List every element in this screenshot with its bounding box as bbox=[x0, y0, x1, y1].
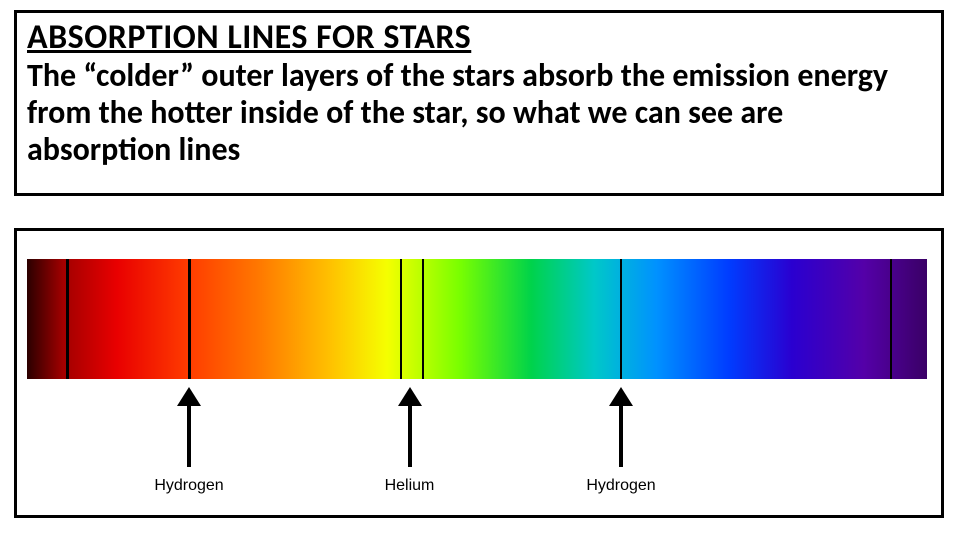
arrow-head-icon bbox=[177, 387, 201, 406]
absorption-line bbox=[400, 259, 402, 379]
arrow-shaft bbox=[187, 405, 191, 467]
spectrum-band bbox=[27, 259, 927, 379]
text-box: ABSORPTION LINES FOR STARS The “colder” … bbox=[14, 10, 944, 196]
element-label: Hydrogen bbox=[571, 477, 671, 495]
slide-body: The “colder” outer layers of the stars a… bbox=[27, 58, 931, 168]
absorption-line bbox=[66, 259, 69, 379]
absorption-line bbox=[422, 259, 424, 379]
element-label: Hydrogen bbox=[139, 477, 239, 495]
absorption-line bbox=[890, 259, 892, 379]
spectrum-container: Hydrogen Helium Hydrogen bbox=[14, 228, 944, 518]
arrow-head-icon bbox=[609, 387, 633, 406]
arrow-shaft bbox=[619, 405, 623, 467]
absorption-line bbox=[188, 259, 191, 379]
element-label: Helium bbox=[360, 477, 460, 495]
absorption-line bbox=[620, 259, 622, 379]
slide-title: ABSORPTION LINES FOR STARS bbox=[27, 17, 931, 58]
arrow-head-icon bbox=[398, 387, 422, 406]
arrow-shaft bbox=[408, 405, 412, 467]
